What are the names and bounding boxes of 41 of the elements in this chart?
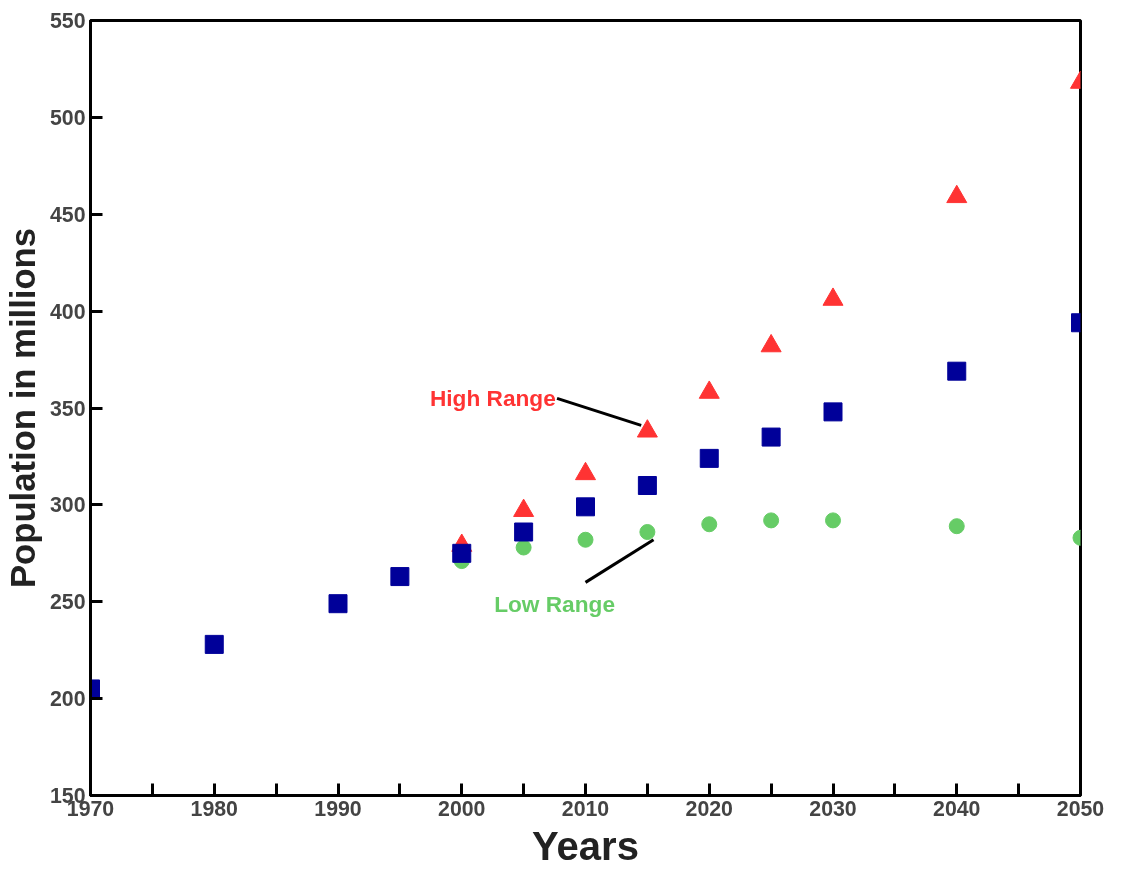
point	[761, 427, 781, 447]
annotation: High Range	[429, 385, 556, 412]
y-tick-label: 250	[49, 590, 86, 615]
point	[948, 518, 965, 535]
point	[760, 333, 782, 353]
point	[946, 184, 968, 204]
point	[699, 448, 719, 468]
x-tick-label: 2030	[809, 796, 857, 821]
x-tick-label: 2040	[933, 796, 981, 821]
x-tick-label: 2020	[685, 796, 733, 821]
point	[515, 539, 532, 556]
y-tick-label: 500	[49, 105, 86, 130]
point	[328, 594, 348, 614]
point	[822, 287, 844, 306]
point	[390, 567, 410, 587]
x-tick-label: 1980	[190, 796, 238, 821]
point	[577, 531, 594, 548]
y-tick-label: 300	[49, 493, 86, 518]
x-tick-label: 2010	[561, 796, 610, 821]
point	[452, 543, 472, 563]
point	[576, 497, 595, 517]
point	[204, 634, 224, 654]
y-tick-label: 200	[49, 687, 86, 712]
point	[825, 512, 841, 529]
point	[701, 516, 718, 533]
point	[823, 402, 843, 422]
point	[947, 361, 967, 381]
y-tick-label: 450	[49, 202, 86, 227]
point	[639, 524, 656, 540]
y-tick-label: 550	[49, 9, 86, 33]
y-axis-title: Population in millions	[3, 227, 42, 589]
y-tick-label: 350	[49, 396, 86, 421]
x-tick-label: 2000	[438, 796, 486, 821]
x-tick-label: 1990	[314, 796, 362, 821]
annotation: Low Range	[494, 590, 615, 617]
point	[514, 522, 534, 542]
x-axis-title: Years	[532, 823, 639, 868]
x-tick-label: 2050	[1056, 796, 1105, 821]
y-tick-label: 400	[49, 299, 86, 324]
point	[763, 512, 780, 529]
point	[637, 476, 657, 495]
